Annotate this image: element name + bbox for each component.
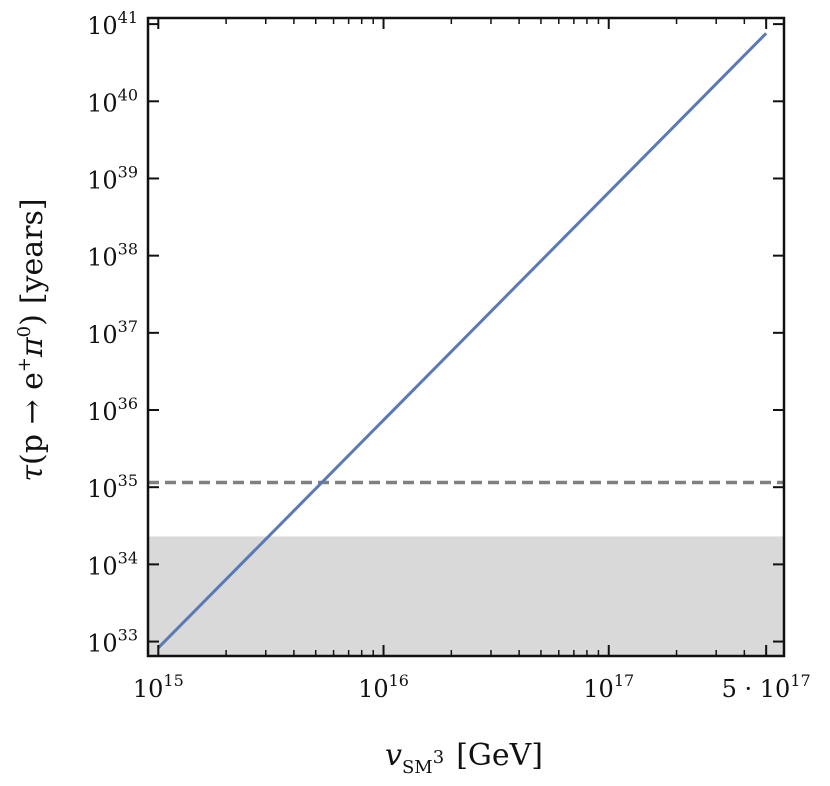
x-axis-label: vSM3 [GeV]: [385, 738, 543, 778]
x-axis-label-sub-sup: 3: [433, 747, 444, 768]
plot-frame: [146, 16, 786, 658]
y-axis-label-zero: 0: [14, 326, 35, 337]
x-tick-label: 1015: [133, 671, 184, 703]
x-tick-label: 5 · 1017: [722, 671, 811, 703]
y-tick-label: 1041: [87, 8, 138, 40]
y-tick-label: 1040: [87, 85, 138, 117]
x-axis-label-unit: [GeV]: [456, 738, 543, 773]
ticks-layer: 1015 1016 1017 5 · 1017 1033 1034 1035 1036 1037…: [87, 8, 811, 703]
y-tick-label: 1033: [87, 626, 138, 658]
y-tick-label: 1038: [87, 240, 138, 272]
x-tick-label: 1016: [358, 671, 409, 703]
y-tick-label: 1035: [87, 471, 138, 503]
y-axis-label: τ(p → e+π0) [years]: [14, 198, 50, 481]
y-axis-label-plus: +: [14, 357, 35, 372]
y-tick-label: 1037: [87, 317, 138, 349]
y-tick-label: 1039: [87, 162, 138, 194]
x-axis-label-var: v: [385, 738, 402, 773]
excluded-region: [148, 536, 784, 656]
y-axis-label-unit: [years]: [15, 198, 50, 304]
x-axis-label-sub: SM: [402, 757, 433, 778]
x-tick-label: 1017: [583, 671, 634, 703]
y-tick-label: 1034: [87, 548, 138, 580]
y-axis-label-tau: τ: [15, 465, 50, 482]
y-tick-label: 1036: [87, 394, 138, 426]
y-axis-label-pi: π: [15, 336, 50, 358]
series-line-0: [157, 32, 768, 649]
y-axis-label-process: (p → e: [15, 372, 50, 465]
plot-layer: [146, 16, 786, 658]
y-axis-label-close: ): [15, 314, 50, 326]
